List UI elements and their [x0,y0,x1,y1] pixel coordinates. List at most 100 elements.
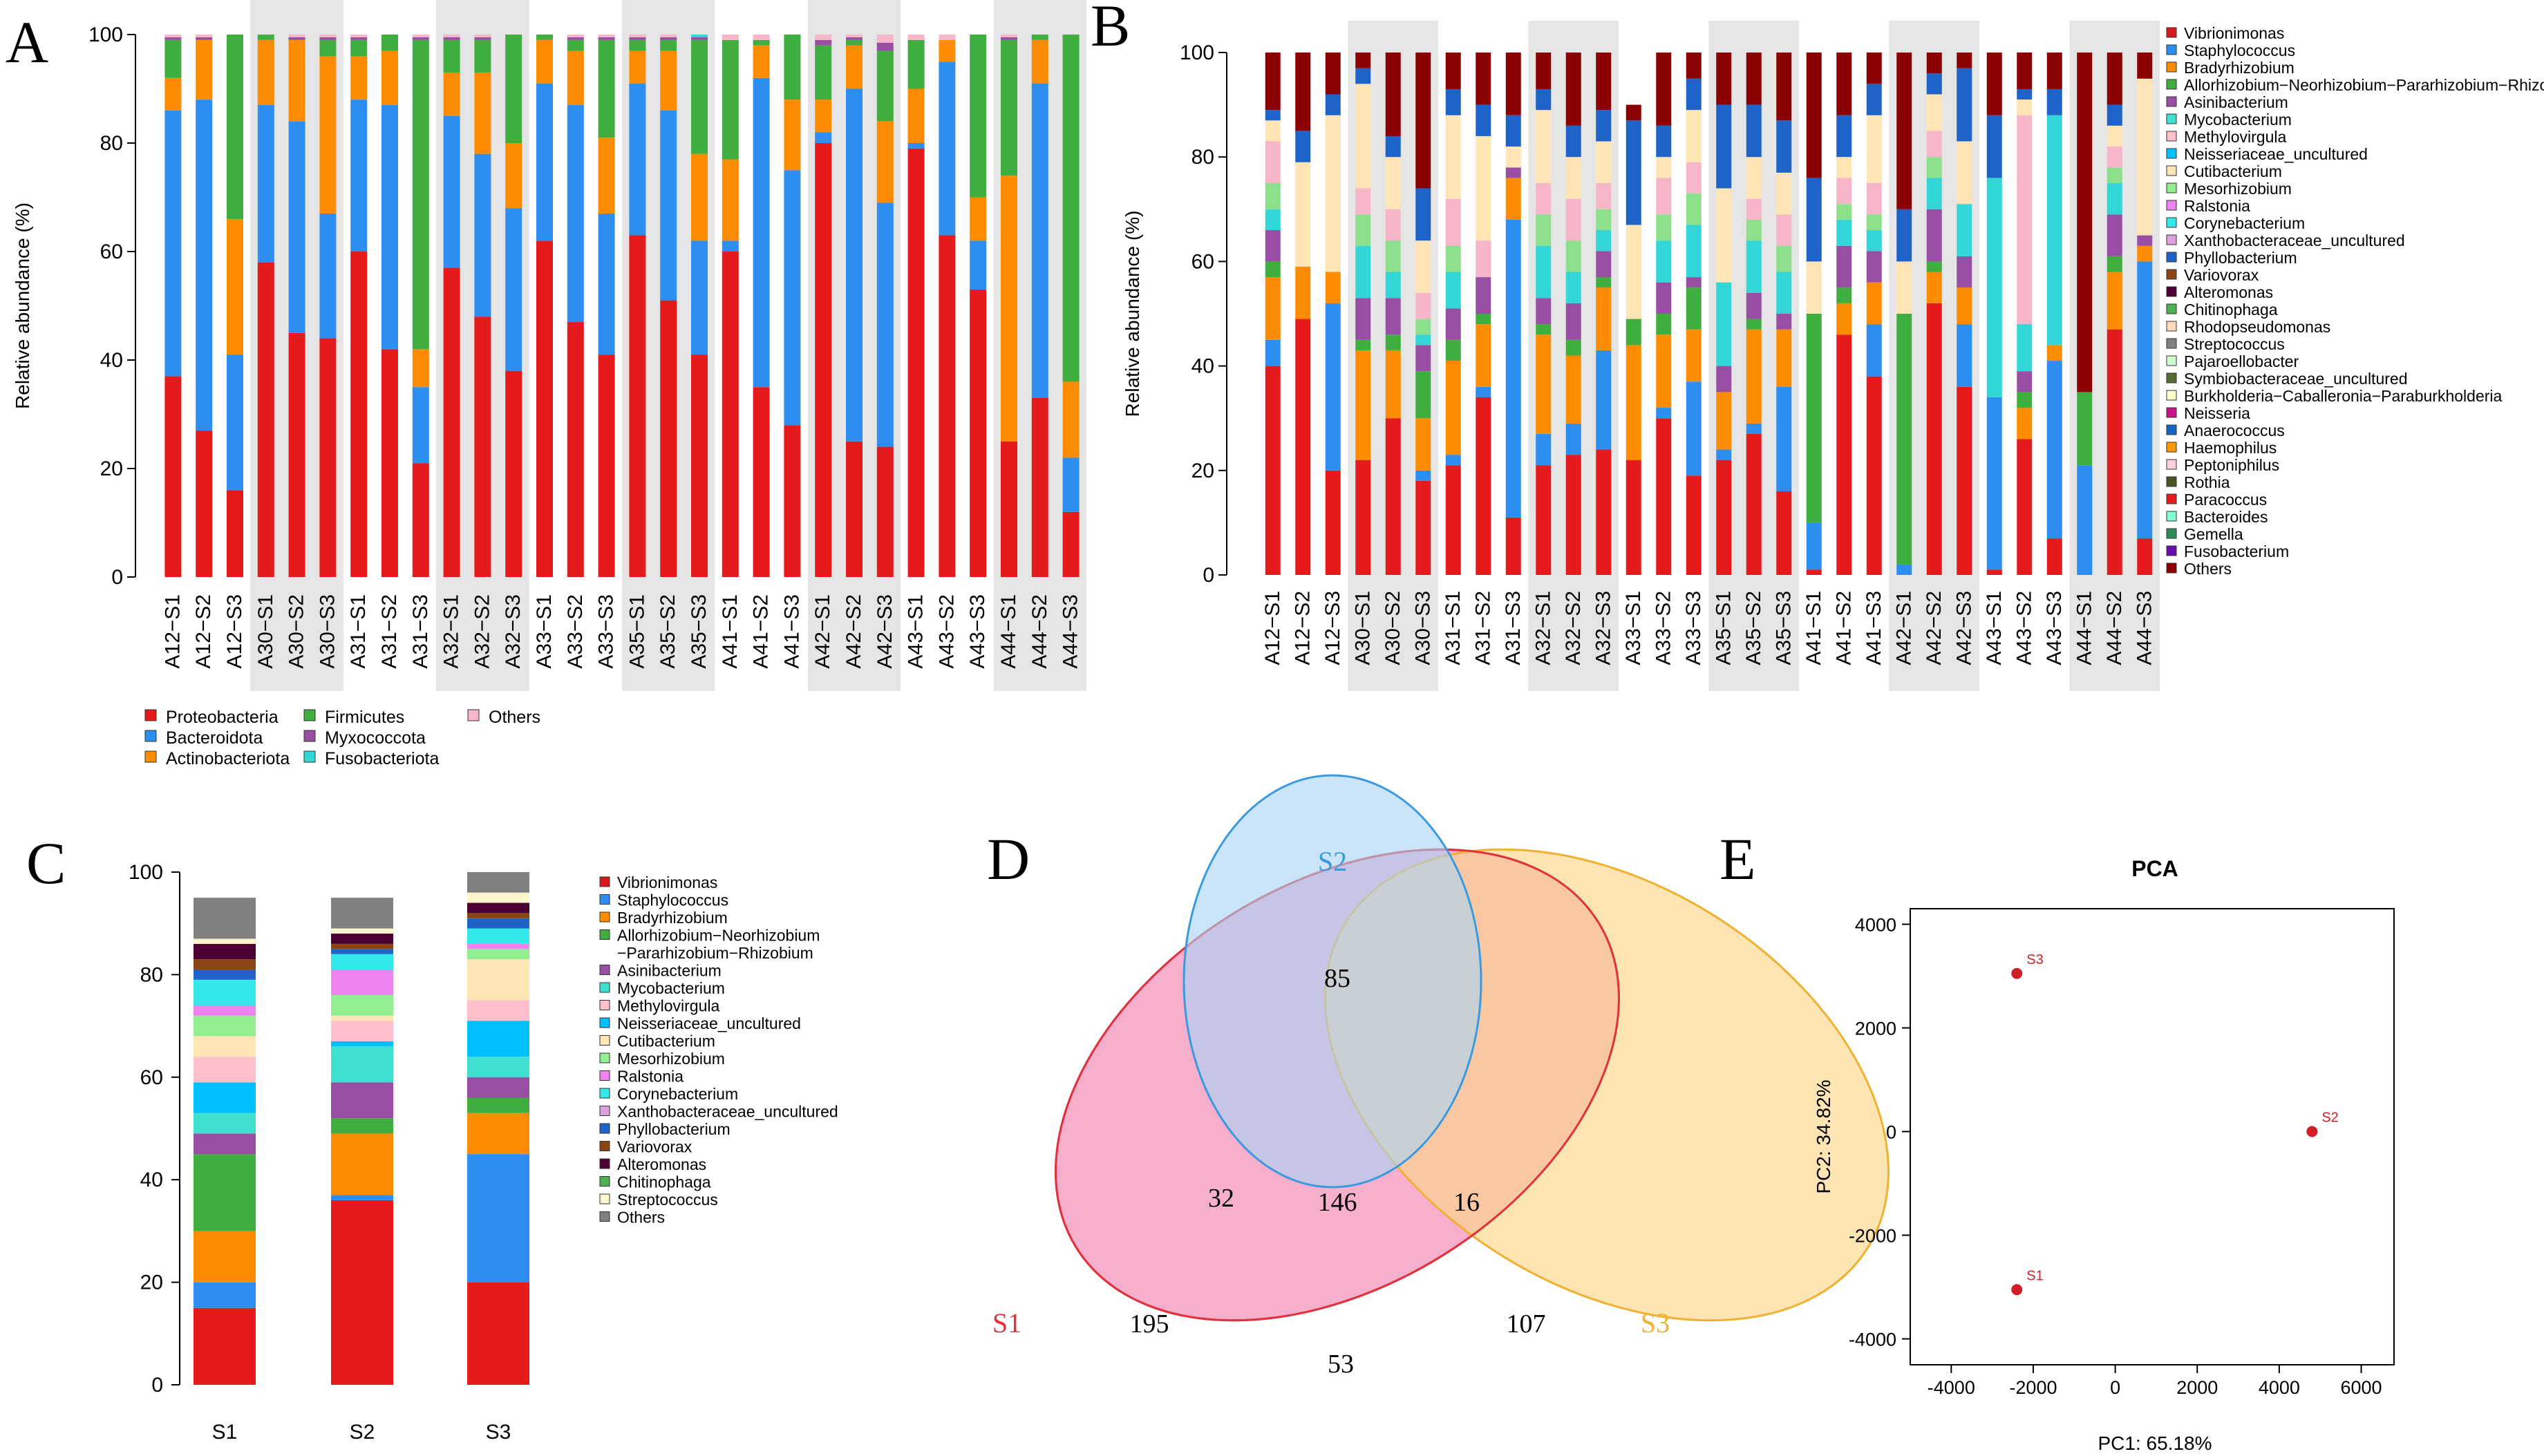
bar-segment-5-3 [1415,371,1431,419]
bar-segment-27-6 [1001,35,1017,37]
x-tick-label: A35−S1 [625,594,648,669]
legend-c-swatch-3 [599,929,610,940]
legend-a-swatch-0 [144,709,157,721]
bar-segment-7-10 [1476,53,1491,105]
legend-b-swatch-9 [2166,182,2177,193]
x-tick-label: A33−S2 [1652,591,1675,665]
x-tick-label: A43−S3 [2043,591,2066,665]
bar-segment-5-6 [1415,319,1431,335]
bar-segment-18-0 [1806,569,1822,575]
bar-segment-9-3 [1536,324,1552,335]
bar-segment-6-4 [350,37,368,40]
legend-b-swatch-4 [2166,96,2177,107]
y-tick-label: 0 [1203,564,1214,587]
pca-point-s3 [2011,967,2023,979]
bar-segment-7-7 [1476,240,1491,278]
x-tick-label: A33−S3 [1682,591,1705,665]
bar-segment-28-6 [2107,167,2122,183]
x-tick-label: A30−S1 [1351,591,1374,665]
bar-segment-29-2 [2137,245,2153,262]
bar-segment-0-0 [1265,366,1281,575]
legend-b-swatch-14 [2166,269,2177,280]
x-tick-label: A31−S3 [1502,591,1525,665]
legend-b-label-31: Others [2184,560,2232,578]
bar-segment-11-1 [505,208,522,371]
legend-b-swatch-19 [2166,355,2177,366]
bar-segment-10-0 [474,316,491,577]
bar-segment-6-0 [1445,465,1461,575]
venn-label-s3: S3 [1641,1307,1670,1339]
bar-segment-4-0 [288,332,305,577]
bar-segment-3-2 [257,39,274,106]
bar-segment-21-8 [1896,261,1912,314]
bar-segment-23-4 [876,42,894,51]
bar-segment-14-0 [598,354,615,577]
legend-b-swatch-6 [2166,131,2177,142]
bar-segment-16-3 [1746,319,1762,330]
legend-b-label-26: Rothia [2184,473,2230,491]
x-tick-label: A42−S3 [874,594,896,669]
bar-segment-7-1 [381,105,398,350]
panel-label-e: E [1719,826,1756,892]
bar-segment-16-1 [660,110,677,301]
bar-segment-20-8 [1866,115,1882,183]
bar-segment-12-9 [1626,120,1641,225]
bar-segment-25-8 [2017,100,2033,115]
bar-segment-27-0 [1001,441,1017,577]
legend-c-label-0: Vibrionimonas [617,873,717,891]
bar-segment-29-1 [1062,457,1080,512]
x-tick-label: A42−S1 [811,594,834,669]
bar-segment-1-10 [1295,53,1311,131]
bar-segment-10-0 [1565,455,1581,575]
bar-segment-9-9 [1536,88,1552,111]
bar-segment-9-4 [443,37,460,40]
bar-segment-6-1 [1445,455,1461,466]
legend-c-label-9: Cutibacterium [617,1032,715,1050]
bar-segment-14-10 [1686,53,1702,79]
c-bar-segment-2-11 [467,928,529,944]
pca-point-label: S1 [2026,1268,2043,1283]
c-bar-segment-0-12 [194,969,256,980]
bar-segment-14-9 [1686,78,1702,111]
bar-segment-14-1 [1686,381,1702,476]
bar-segment-21-1 [1896,564,1912,575]
bar-segment-20-0 [1866,376,1882,575]
x-tick-label: A31−S2 [1471,591,1494,665]
legend-b-swatch-24 [2166,442,2177,453]
bar-segment-15-6 [629,35,646,37]
bar-segment-1-4 [196,37,213,40]
bar-segment-19-0 [753,387,770,577]
bar-segment-27-1 [2077,465,2093,575]
bar-segment-12-1 [536,83,553,241]
bar-segment-4-7 [1385,209,1401,241]
legend-c-label-2: Bradyrhizobium [617,909,728,927]
legend-c-label-7: Methylovirgula [617,997,719,1015]
c-bar-segment-1-2 [331,1133,393,1195]
c-bar-segment-2-2 [467,1113,529,1155]
bar-segment-23-0 [1957,386,1972,575]
bar-segment-14-5 [1686,225,1702,278]
bar-segment-6-9 [1445,88,1461,115]
bar-segment-19-1 [753,77,770,388]
bar-segment-15-4 [1716,366,1732,393]
legend-b-label-16: Chitinophaga [2184,301,2278,319]
bar-segment-10-4 [1565,303,1581,340]
bar-segment-18-9 [1806,178,1822,262]
c-bar-segment-0-3 [194,1154,256,1231]
pca-x-tick-label: 0 [2110,1377,2120,1398]
legend-c-label-1: Staphylococcus [617,891,728,909]
legend-a-swatch-1 [144,730,157,742]
bar-segment-23-1 [1957,324,1972,387]
legend-b-swatch-27 [2166,493,2177,504]
c-bar-segment-0-6 [194,1082,256,1113]
bar-segment-11-8 [1596,141,1612,183]
bar-segment-25-1 [939,62,956,236]
bar-segment-15-1 [629,83,646,236]
bar-segment-21-0 [815,143,832,577]
bar-segment-20-3 [784,35,801,100]
legend-c-swatch-12 [599,1088,610,1099]
bar-segment-7-2 [1476,324,1491,387]
bar-segment-6-3 [350,39,368,57]
legend-b-swatch-8 [2166,165,2177,176]
bar-segment-22-10 [1926,53,1942,74]
